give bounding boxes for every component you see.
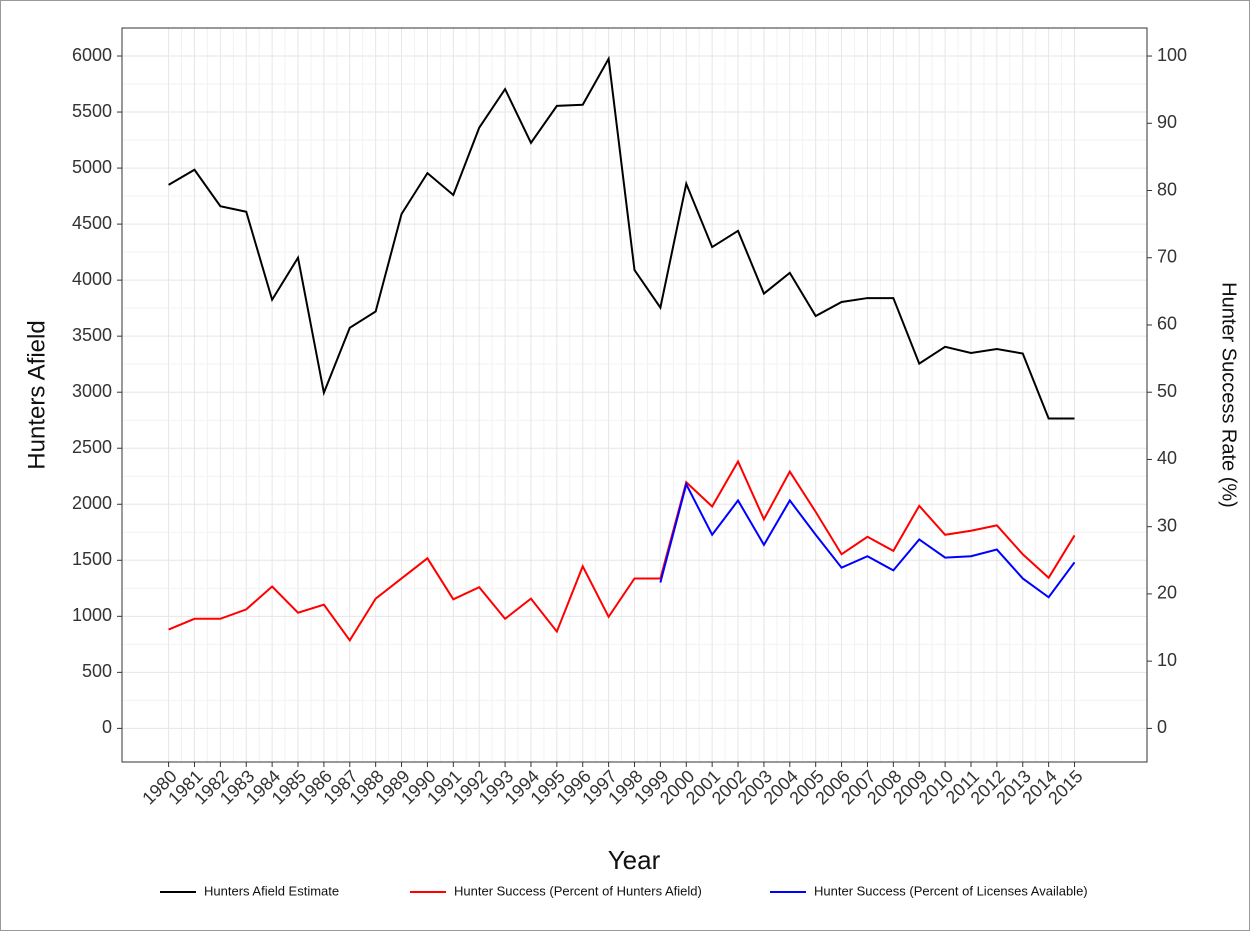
y-tick-label: 4500: [72, 213, 112, 233]
legend-label: Hunter Success (Percent of Licenses Avai…: [814, 883, 1088, 898]
x-axis-title: Year: [608, 845, 661, 875]
y-tick-label: 500: [82, 661, 112, 681]
y-tick-label: 5000: [72, 157, 112, 177]
series-line: [659, 481, 1076, 599]
y-tick-label: 1500: [72, 549, 112, 569]
y-tick-label: 6000: [72, 45, 112, 65]
y-tick-label: 2000: [72, 493, 112, 513]
legend-label: Hunter Success (Percent of Hunters Afiel…: [454, 883, 702, 898]
y-tick-label: 3000: [72, 381, 112, 401]
legend-label: Hunters Afield Estimate: [204, 883, 339, 898]
y2-tick-label: 60: [1157, 314, 1177, 334]
y2-tick-label: 100: [1157, 45, 1187, 65]
y-tick-label: 0: [102, 717, 112, 737]
y2-axis-title: Hunter Success Rate (%): [1218, 282, 1240, 508]
y-tick-label: 3500: [72, 325, 112, 345]
panel-border: [121, 27, 1148, 763]
y2-tick-label: 0: [1157, 717, 1167, 737]
y2-tick-label: 20: [1157, 583, 1177, 603]
y2-tick-label: 80: [1157, 179, 1177, 199]
y2-tick-label: 30: [1157, 515, 1177, 535]
y-axis-title: Hunters Afield: [23, 320, 50, 469]
y-tick-label: 4000: [72, 269, 112, 289]
series-line: [168, 459, 1076, 643]
y2-tick-label: 50: [1157, 381, 1177, 401]
y-tick-label: 1000: [72, 605, 112, 625]
y2-tick-label: 90: [1157, 112, 1177, 132]
series-line: [168, 55, 1075, 420]
y2-tick-label: 70: [1157, 246, 1177, 266]
y-tick-label: 5500: [72, 101, 112, 121]
y-tick-label: 2500: [72, 437, 112, 457]
y2-tick-label: 10: [1157, 650, 1177, 670]
y2-tick-label: 40: [1157, 448, 1177, 468]
